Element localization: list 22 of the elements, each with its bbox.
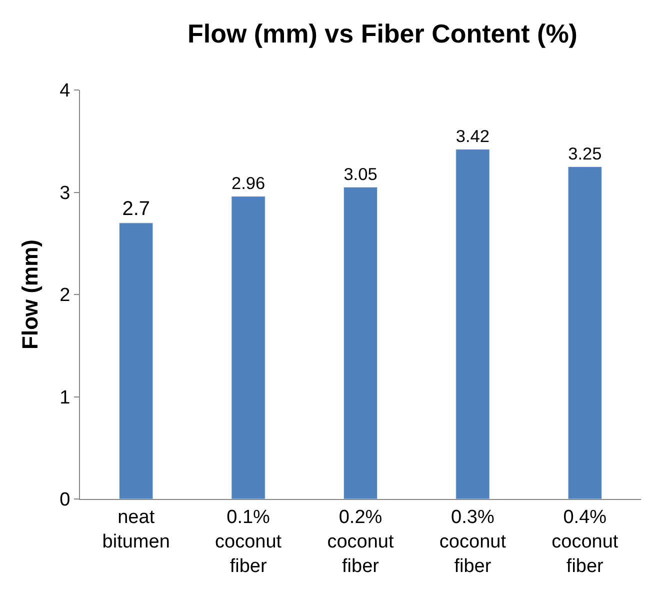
x-tick-label: 0.4% coconut fiber xyxy=(552,506,619,578)
data-label: 3.25 xyxy=(568,143,602,164)
bar xyxy=(456,149,490,499)
y-tick-label: 0 xyxy=(60,490,70,511)
chart-title: Flow (mm) vs Fiber Content (%) xyxy=(187,18,578,49)
bar xyxy=(343,186,378,499)
data-label: 3.42 xyxy=(456,126,490,146)
y-axis-title: Flow (mm) xyxy=(17,240,42,350)
data-label: 2.7 xyxy=(122,198,150,220)
x-tick-label: 0.3% coconut fiber xyxy=(439,506,507,578)
y-tick-label: 1 xyxy=(60,387,70,408)
bar xyxy=(568,166,602,499)
data-label: 2.96 xyxy=(231,173,266,194)
y-tick-label: 3 xyxy=(60,182,70,204)
x-tick-label: 0.1% coconut fiber xyxy=(215,506,282,578)
data-label: 3.05 xyxy=(344,164,378,184)
y-tick-label: 2 xyxy=(60,285,70,306)
bar xyxy=(231,196,266,499)
x-tick-label: 0.2% coconut fiber xyxy=(327,506,394,578)
x-tick-label: neat bitumen xyxy=(102,506,170,552)
bar xyxy=(119,222,154,499)
y-tick-label: 4 xyxy=(60,80,71,102)
